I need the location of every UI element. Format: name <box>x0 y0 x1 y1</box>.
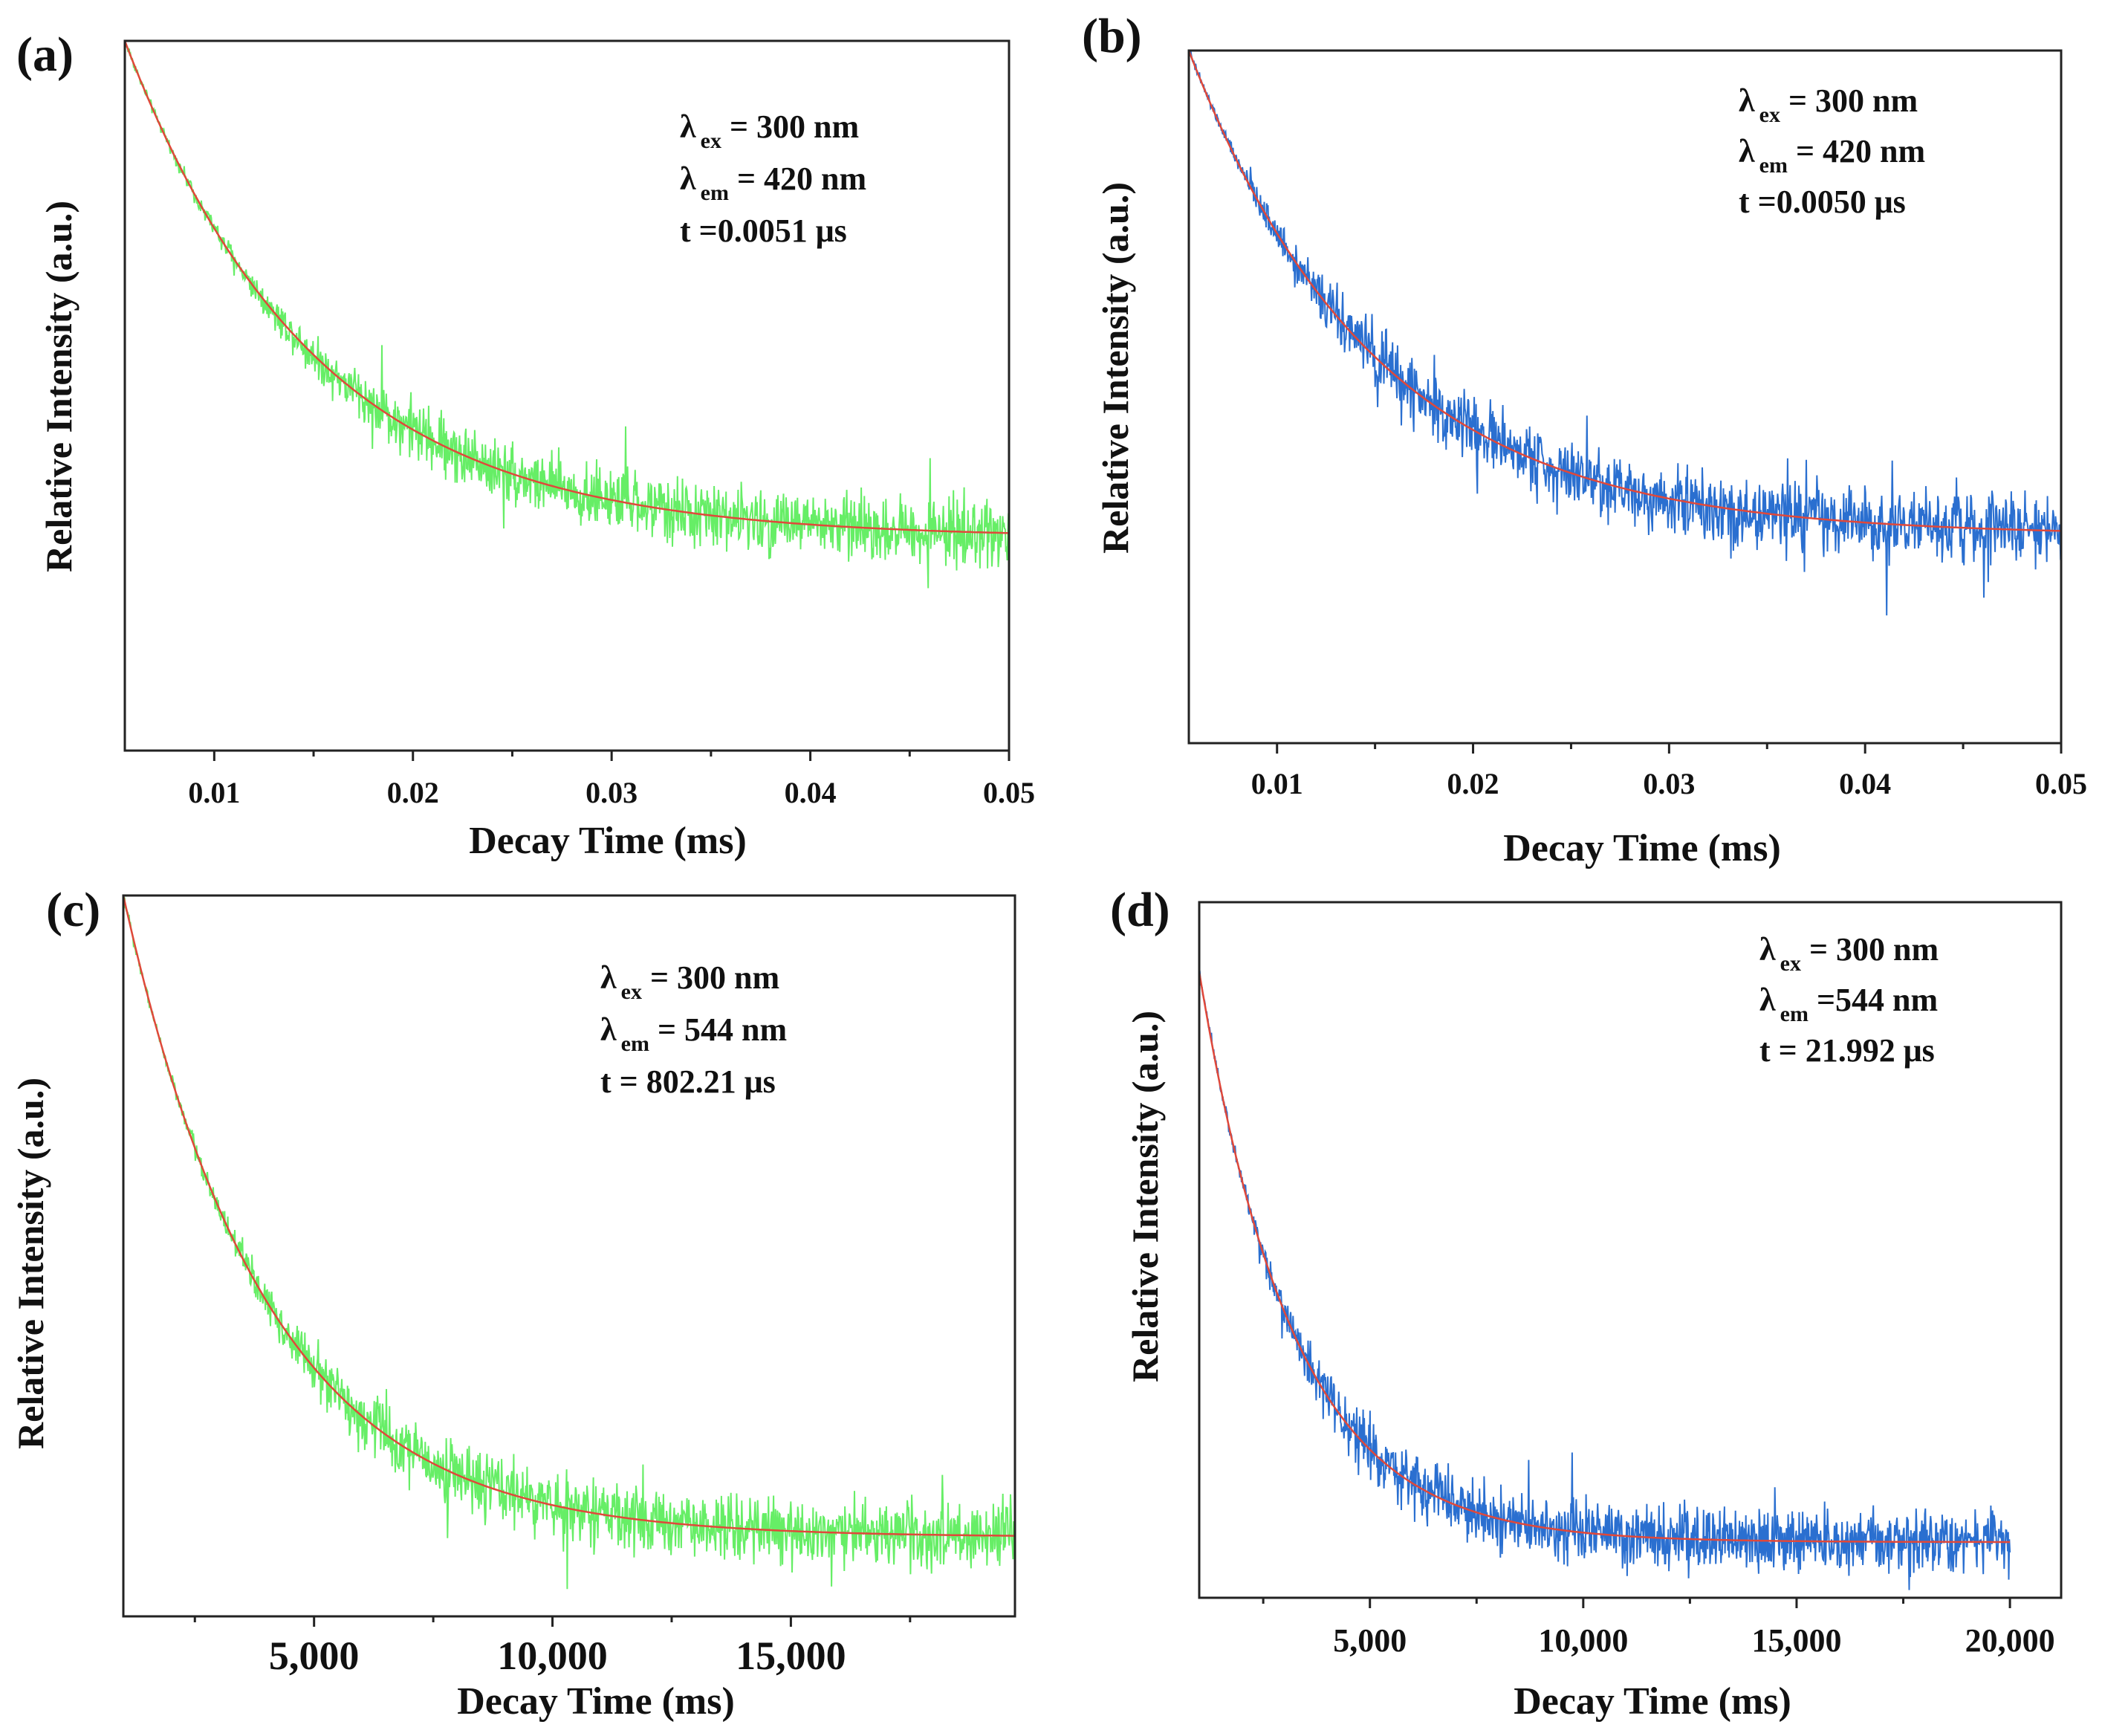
x-axis-title-c: Decay Time (ms) <box>457 1680 735 1723</box>
fit-curve-c <box>123 895 1015 1537</box>
y-axis-title-a: Relative Intensity (a.u.) <box>38 201 80 572</box>
panel-a: (a) Relative Intensity (a.u.) Decay Time… <box>16 27 1035 862</box>
decay-data-trace-a <box>125 41 1009 589</box>
x-tick-label-b: 0.04 <box>1839 767 1891 800</box>
annotation-line-c: t = 802.21 μs <box>600 1063 776 1100</box>
plot-frame-c <box>122 894 1016 1618</box>
x-axis-title-a: Decay Time (ms) <box>469 820 747 862</box>
y-axis-title-d: Relative Intensity (a.u.) <box>1124 1011 1166 1382</box>
x-tick-label-a: 0.05 <box>983 776 1035 809</box>
y-axis-title-b: Relative Intensity (a.u.) <box>1094 182 1136 554</box>
annotation-line-c: λ ex = 300 nm <box>600 959 779 1004</box>
x-tick-label-a: 0.04 <box>785 776 837 809</box>
annotation-line-d: λ ex = 300 nm <box>1759 931 1939 976</box>
plot-frame-b <box>1187 49 2063 745</box>
x-axis-title-b: Decay Time (ms) <box>1503 827 1781 869</box>
annotation-line-d: λ em =544 nm <box>1759 982 1938 1026</box>
x-tick-label-a: 0.01 <box>188 776 240 809</box>
annotation-line-a: t =0.0051 μs <box>680 213 847 249</box>
annotation-line-c: λ em = 544 nm <box>600 1011 787 1056</box>
x-tick-label-d: 15,000 <box>1751 1622 1841 1659</box>
annotation-line-b: λ ex = 300 nm <box>1739 82 1918 127</box>
x-tick-label-c: 15,000 <box>736 1633 846 1678</box>
fit-curve-d <box>1199 971 2011 1544</box>
panel-c: (c) Relative Intensity (a.u.) Decay Time… <box>10 883 1016 1723</box>
fit-curve-a <box>125 41 1009 534</box>
fit-curve-b <box>1189 51 2061 532</box>
x-tick-label-a: 0.03 <box>585 776 638 809</box>
annotation-line-d: t = 21.992 μs <box>1759 1032 1935 1069</box>
decay-data-trace-d <box>1199 967 2011 1590</box>
panel-b: (b) Relative Intensity (a.u.) Decay Time… <box>1082 9 2087 869</box>
x-tick-label-b: 0.02 <box>1447 767 1499 800</box>
x-tick-label-b: 0.05 <box>2035 767 2087 800</box>
decay-data-trace-b <box>1189 51 2061 616</box>
plot-frame-a <box>123 39 1011 752</box>
x-tick-label-b: 0.01 <box>1251 767 1303 800</box>
x-tick-label-d: 5,000 <box>1333 1622 1407 1659</box>
annotation-line-a: λ em = 420 nm <box>680 161 866 205</box>
x-tick-label-c: 5,000 <box>269 1633 360 1678</box>
y-axis-title-c: Relative Intensity (a.u.) <box>10 1078 51 1449</box>
x-tick-label-a: 0.02 <box>387 776 439 809</box>
x-tick-label-c: 10,000 <box>497 1633 608 1678</box>
panel-label-c: (c) <box>46 883 100 937</box>
panel-d: (d) Relative Intensity (a.u.) Decay Time… <box>1110 883 2063 1723</box>
decay-data-trace-c <box>123 895 1015 1590</box>
annotation-line-a: λ ex = 300 nm <box>680 108 859 153</box>
x-tick-label-b: 0.03 <box>1643 767 1695 800</box>
panel-label-a: (a) <box>16 27 74 82</box>
x-axis-title-d: Decay Time (ms) <box>1514 1680 1791 1723</box>
panel-label-b: (b) <box>1082 9 1142 63</box>
plot-frame-d <box>1198 901 2063 1599</box>
x-tick-label-d: 20,000 <box>1965 1622 2055 1659</box>
panel-label-d: (d) <box>1110 883 1170 937</box>
annotation-line-b: t =0.0050 μs <box>1739 184 1906 220</box>
x-tick-label-d: 10,000 <box>1538 1622 1628 1659</box>
annotation-line-b: λ em = 420 nm <box>1739 133 1925 178</box>
